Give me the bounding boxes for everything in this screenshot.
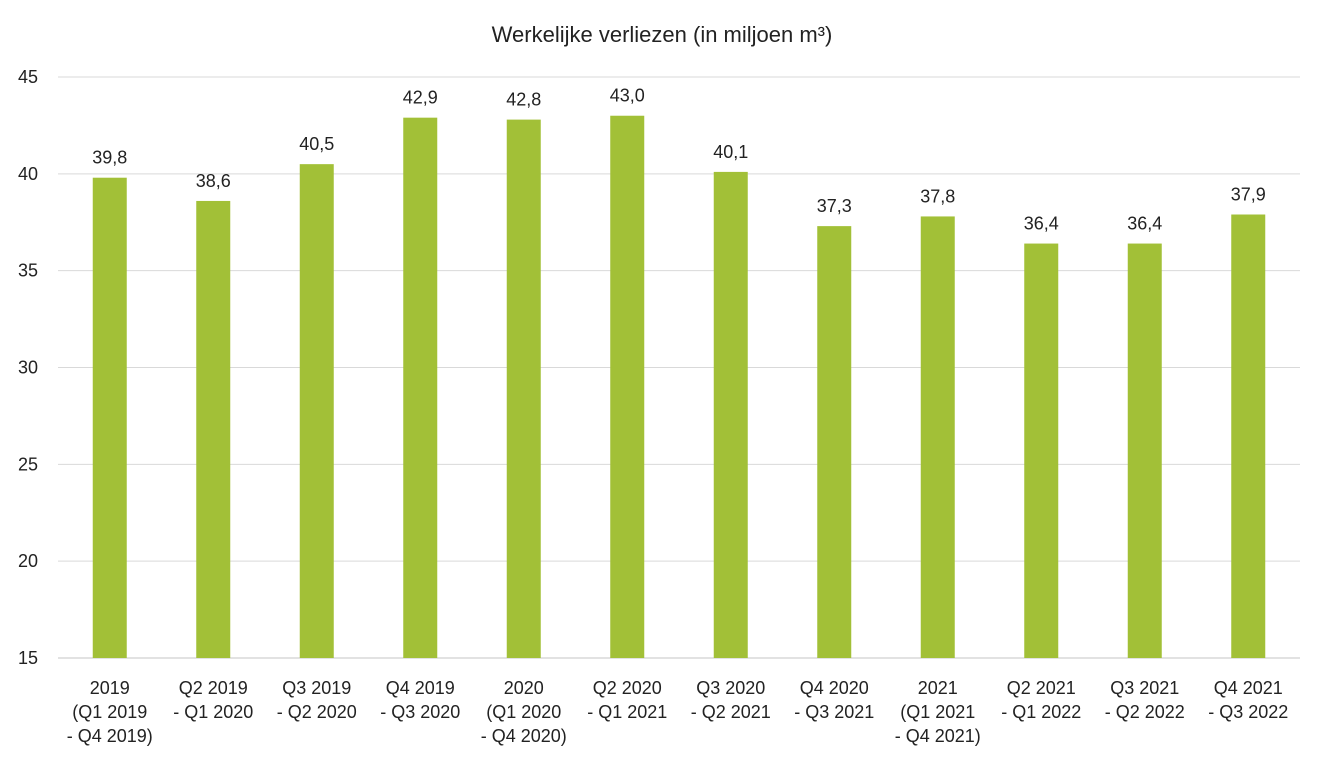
y-tick-label: 35 bbox=[18, 261, 38, 281]
bar bbox=[403, 117, 438, 659]
data-label: 36,4 bbox=[1127, 214, 1162, 234]
data-label: 43,0 bbox=[610, 86, 645, 106]
x-category-line: (Q1 2019 bbox=[72, 702, 147, 722]
y-tick-label: 40 bbox=[18, 164, 38, 184]
x-category-label: 2020 (Q1 2020 - Q4 2020) bbox=[481, 678, 567, 746]
data-label: 37,9 bbox=[1231, 185, 1266, 205]
bars bbox=[92, 115, 1266, 659]
x-category-line: - Q4 2020) bbox=[481, 726, 567, 746]
x-category-line: - Q1 2020 bbox=[173, 702, 253, 722]
bar bbox=[92, 177, 127, 658]
bar bbox=[817, 226, 852, 658]
data-label: 36,4 bbox=[1024, 214, 1059, 234]
data-label: 37,3 bbox=[817, 196, 852, 216]
x-category-label: 2021 (Q1 2021 - Q4 2021) bbox=[895, 678, 981, 746]
data-label: 40,1 bbox=[713, 142, 748, 162]
bar bbox=[610, 115, 645, 658]
data-labels: 39,8 38,6 40,5 42,9 42,8 43,0 40,1 37,3 37,8 36,4… bbox=[92, 86, 1266, 234]
x-category-line: Q2 2021 bbox=[1007, 678, 1076, 698]
x-category-line: (Q1 2020 bbox=[486, 702, 561, 722]
bar bbox=[299, 164, 334, 658]
x-category-line: Q3 2020 bbox=[696, 678, 765, 698]
y-tick-label: 15 bbox=[18, 648, 38, 668]
x-category-line: - Q2 2022 bbox=[1105, 702, 1185, 722]
x-category-line: Q3 2021 bbox=[1110, 678, 1179, 698]
y-axis-ticks: 15 20 25 30 35 40 45 bbox=[18, 67, 38, 668]
x-category-line: - Q2 2020 bbox=[277, 702, 357, 722]
x-category-line: - Q3 2020 bbox=[380, 702, 460, 722]
data-label: 37,8 bbox=[920, 186, 955, 206]
x-category-line: - Q1 2021 bbox=[587, 702, 667, 722]
gridlines bbox=[58, 76, 1300, 659]
x-category-label: Q3 2019 - Q2 2020 bbox=[277, 678, 357, 722]
y-tick-label: 25 bbox=[18, 454, 38, 474]
x-category-label: Q4 2020 - Q3 2021 bbox=[794, 678, 874, 722]
bar bbox=[1127, 243, 1162, 658]
bar bbox=[1024, 243, 1059, 658]
x-category-label: Q2 2021 - Q1 2022 bbox=[1001, 678, 1081, 722]
y-tick-label: 20 bbox=[18, 551, 38, 571]
x-category-label: Q3 2020 - Q2 2021 bbox=[691, 678, 771, 722]
x-category-line: Q3 2019 bbox=[282, 678, 351, 698]
x-category-line: (Q1 2021 bbox=[900, 702, 975, 722]
y-tick-label: 30 bbox=[18, 358, 38, 378]
x-category-label: Q4 2019 - Q3 2020 bbox=[380, 678, 460, 722]
x-category-line: 2020 bbox=[504, 678, 544, 698]
data-label: 42,8 bbox=[506, 90, 541, 110]
x-category-line: 2021 bbox=[918, 678, 958, 698]
data-label: 42,9 bbox=[403, 88, 438, 108]
x-axis-categories: 2019 (Q1 2019 - Q4 2019) Q2 2019 - Q1 2020 Q3… bbox=[67, 678, 1289, 746]
bar bbox=[1231, 214, 1266, 658]
x-category-label: Q2 2020 - Q1 2021 bbox=[587, 678, 667, 722]
bar bbox=[196, 200, 231, 659]
x-category-label: 2019 (Q1 2019 - Q4 2019) bbox=[67, 678, 153, 746]
x-category-label: Q3 2021 - Q2 2022 bbox=[1105, 678, 1185, 722]
bar bbox=[506, 119, 541, 658]
x-category-line: Q4 2020 bbox=[800, 678, 869, 698]
x-category-label: Q2 2019 - Q1 2020 bbox=[173, 678, 253, 722]
data-label: 39,8 bbox=[92, 148, 127, 168]
x-category-line: - Q3 2022 bbox=[1208, 702, 1288, 722]
x-category-line: Q4 2019 bbox=[386, 678, 455, 698]
chart-title: Werkelijke verliezen (in miljoen m³) bbox=[492, 22, 833, 47]
data-label: 38,6 bbox=[196, 171, 231, 191]
x-category-line: - Q2 2021 bbox=[691, 702, 771, 722]
x-category-label: Q4 2021 - Q3 2022 bbox=[1208, 678, 1288, 722]
x-category-line: - Q4 2021) bbox=[895, 726, 981, 746]
x-category-line: - Q3 2021 bbox=[794, 702, 874, 722]
data-label: 40,5 bbox=[299, 134, 334, 154]
x-category-line: 2019 bbox=[90, 678, 130, 698]
x-category-line: - Q1 2022 bbox=[1001, 702, 1081, 722]
x-category-line: Q2 2019 bbox=[179, 678, 248, 698]
x-category-line: - Q4 2019) bbox=[67, 726, 153, 746]
bar bbox=[713, 171, 748, 658]
y-tick-label: 45 bbox=[18, 67, 38, 87]
x-category-line: Q4 2021 bbox=[1214, 678, 1283, 698]
x-category-line: Q2 2020 bbox=[593, 678, 662, 698]
bar bbox=[920, 216, 955, 658]
